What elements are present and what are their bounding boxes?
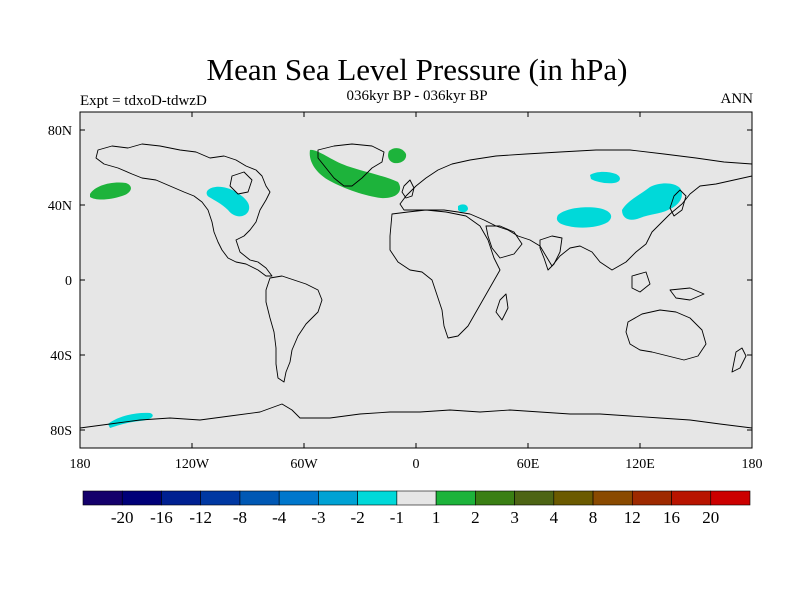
coast-antarctica (80, 403, 752, 429)
colorbar-label: -4 (272, 508, 287, 527)
colorbar-swatch (357, 490, 398, 506)
colorbar-label: 12 (624, 508, 641, 527)
antarctic-negative (108, 412, 153, 428)
lat-label-80s: 80S (50, 424, 72, 439)
map-title: Mean Sea Level Pressure (in hPa) (206, 52, 628, 87)
colorbar-swatch (82, 490, 123, 506)
map-axes: 80N 40N 0 40S 80S 180 120W 60W 0 60E 120E 180 (48, 112, 763, 472)
lat-label-40n: 40N (48, 199, 72, 214)
coast-australia (625, 309, 707, 361)
colorbar-swatch (671, 490, 712, 506)
colorbar-label: 3 (510, 508, 519, 527)
colorbar-label: -8 (233, 508, 247, 527)
colorbar-swatch (435, 490, 476, 506)
colorbar-label: -16 (150, 508, 173, 527)
coast-india (539, 235, 563, 271)
colorbar-label: 2 (471, 508, 480, 527)
colorbar-label: 1 (432, 508, 441, 527)
colorbar-swatch (278, 490, 319, 506)
colorbar-label: -1 (390, 508, 404, 527)
black-sea-negative (458, 204, 468, 213)
east-asia-negative (622, 183, 682, 220)
coast-hudson-bay (229, 171, 253, 195)
coast-arabia (485, 225, 523, 259)
lon-label-60w: 60W (290, 457, 318, 472)
colorbar-swatch (161, 490, 202, 506)
coast-new-guinea (669, 287, 705, 301)
coast-greenland (317, 143, 385, 187)
map-background (80, 112, 752, 448)
experiment-label: Expt = tdxoD-tdwzD (80, 93, 207, 109)
colorbar-swatch (514, 490, 555, 506)
coast-japan (669, 189, 687, 217)
coast-north-america (95, 143, 273, 277)
norwegian-sea-positive (388, 148, 407, 164)
colorbar-swatch (553, 490, 594, 506)
colorbar-label: 16 (663, 508, 680, 527)
lon-label-120e: 120E (625, 457, 655, 472)
colorbar-label: -20 (111, 508, 134, 527)
coastlines (80, 143, 752, 429)
colorbar-swatch (239, 490, 280, 506)
colorbar-label: 8 (589, 508, 598, 527)
season-label: ANN (720, 91, 754, 107)
coast-new-zealand (731, 347, 747, 373)
lon-label-180w: 180 (70, 457, 91, 472)
lon-label-120w: 120W (175, 457, 210, 472)
colorbar-swatch (396, 490, 437, 506)
colorbar-swatch (592, 490, 633, 506)
colorbar-swatch (200, 490, 241, 506)
lat-label-80n: 80N (48, 124, 72, 139)
siberia-negative (590, 171, 620, 184)
colorbar-swatch (475, 490, 515, 506)
coast-british-isles (401, 179, 415, 199)
coast-south-america (265, 275, 323, 383)
lon-label-180e: 180 (742, 457, 763, 472)
lat-label-40s: 40S (50, 349, 72, 364)
coast-africa (389, 209, 501, 339)
lon-label-0: 0 (413, 457, 420, 472)
coast-madagascar (495, 293, 509, 321)
colorbar-swatch (710, 490, 751, 506)
colorbar-label: -2 (351, 508, 365, 527)
colorbar: -20 -16 -12 -8 -4 -3 -2 -1 1 2 3 4 8 12 16 20 (82, 490, 751, 527)
colorbar-swatch (631, 490, 672, 506)
colorbar-label: 4 (550, 508, 559, 527)
north-atlantic-positive (309, 149, 401, 199)
coast-borneo (631, 271, 651, 293)
colorbar-swatch (121, 490, 162, 506)
map-subtitle: 036kyr BP - 036kyr BP (346, 88, 488, 104)
colorbar-label: 20 (702, 508, 719, 527)
lon-label-60e: 60E (517, 457, 540, 472)
colorbar-label: -12 (189, 508, 212, 527)
tibet-negative (556, 207, 612, 228)
lat-label-0: 0 (65, 274, 72, 289)
colorbar-label: -3 (311, 508, 325, 527)
north-pacific-positive (90, 182, 131, 200)
colorbar-swatch (318, 490, 358, 506)
